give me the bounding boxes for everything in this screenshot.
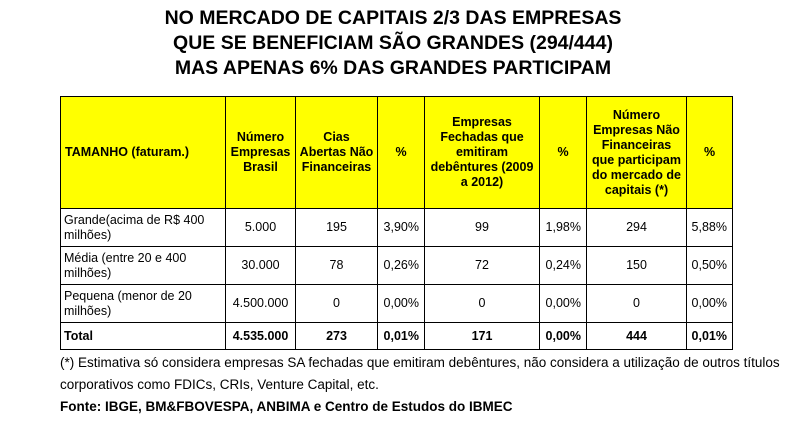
cell-value: 294 (586, 208, 687, 247)
header-capital-market-participants: Número Empresas Não Financeiras que part… (586, 96, 687, 209)
table-header-row: TAMANHO (faturam.) Número Empresas Brasi… (60, 96, 733, 209)
cell-value: 0 (586, 284, 687, 323)
cell-percent: 0,00% (377, 284, 425, 323)
cell-percent: 0,00% (539, 284, 587, 323)
page-title: NO MERCADO DE CAPITAIS 2/3 DAS EMPRESAS … (0, 6, 786, 81)
title-line-1: NO MERCADO DE CAPITAIS 2/3 DAS EMPRESAS (164, 7, 622, 29)
cell-value: 0 (424, 284, 540, 323)
total-value: 273 (295, 322, 378, 350)
header-pct-participants: % (686, 96, 733, 209)
title-line-2: QUE SE BENEFICIAM SÃO GRANDES (294/444) (173, 32, 613, 54)
total-percent: 0,01% (377, 322, 425, 350)
table-row: Grande(acima de R$ 400 milhões) 5.000 19… (60, 208, 733, 247)
total-percent: 0,00% (539, 322, 587, 350)
cell-percent: 5,88% (686, 208, 733, 247)
header-closed-debentures: Empresas Fechadas que emitiram debênture… (424, 96, 540, 209)
cell-value: 150 (586, 246, 687, 285)
cell-value: 78 (295, 246, 378, 285)
total-percent: 0,01% (686, 322, 733, 350)
total-value: 171 (424, 322, 540, 350)
row-label: Grande(acima de R$ 400 milhões) (60, 208, 226, 247)
cell-value: 72 (424, 246, 540, 285)
header-size: TAMANHO (faturam.) (60, 96, 226, 209)
cell-percent: 3,90% (377, 208, 425, 247)
total-value: 444 (586, 322, 687, 350)
cell-value: 4.500.000 (225, 284, 296, 323)
companies-table: TAMANHO (faturam.) Número Empresas Brasi… (60, 96, 733, 350)
cell-value: 0 (295, 284, 378, 323)
table-row: Média (entre 20 e 400 milhões) 30.000 78… (60, 246, 733, 285)
footnote: (*) Estimativa só considera empresas SA … (60, 355, 780, 392)
row-label: Média (entre 20 e 400 milhões) (60, 246, 226, 285)
header-companies-brazil: Número Empresas Brasil (225, 96, 296, 209)
source-note: Fonte: IBGE, BM&FBOVESPA, ANBIMA e Centr… (60, 399, 513, 414)
title-line-3: MAS APENAS 6% DAS GRANDES PARTICIPAM (174, 57, 612, 79)
row-label: Pequena (menor de 20 milhões) (60, 284, 226, 323)
header-public-companies: Cias Abertas Não Financeiras (295, 96, 378, 209)
header-pct-public: % (377, 96, 425, 209)
cell-percent: 0,50% (686, 246, 733, 285)
table-total-row: Total 4.535.000 273 0,01% 171 0,00% 444 … (60, 322, 733, 350)
cell-percent: 0,00% (686, 284, 733, 323)
cell-value: 99 (424, 208, 540, 247)
total-label: Total (60, 322, 226, 350)
cell-value: 195 (295, 208, 378, 247)
cell-percent: 0,26% (377, 246, 425, 285)
table-row: Pequena (menor de 20 milhões) 4.500.000 … (60, 284, 733, 323)
header-pct-closed: % (539, 96, 587, 209)
total-value: 4.535.000 (225, 322, 296, 350)
cell-value: 30.000 (225, 246, 296, 285)
cell-value: 5.000 (225, 208, 296, 247)
cell-percent: 0,24% (539, 246, 587, 285)
cell-percent: 1,98% (539, 208, 587, 247)
notes: (*) Estimativa só considera empresas SA … (60, 352, 780, 418)
